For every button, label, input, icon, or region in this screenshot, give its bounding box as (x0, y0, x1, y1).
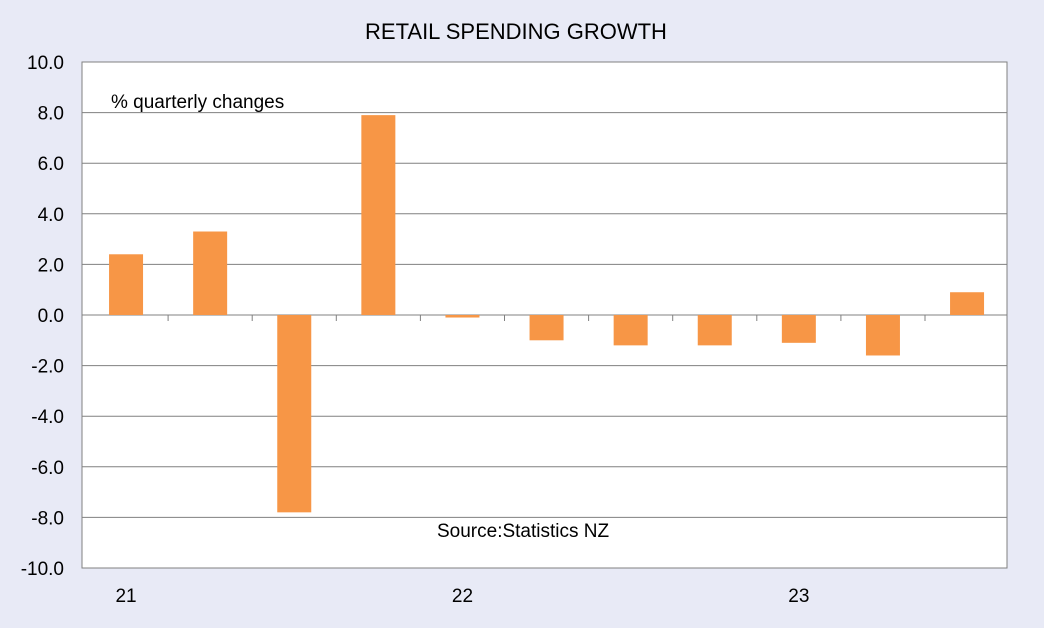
y-tick-label: 2.0 (38, 255, 64, 276)
y-tick-label: 4.0 (38, 205, 64, 226)
x-tick-marks (167, 315, 926, 321)
bar (697, 315, 732, 346)
bar (277, 315, 312, 513)
bar (445, 315, 480, 318)
x-tick-label: 23 (788, 586, 809, 607)
y-axis-labels: 10.0 8.0 6.0 4.0 2.0 0.0 -2.0 -4.0 -6.0 -8.0 -10.0 (21, 53, 64, 580)
bar (193, 231, 228, 315)
y-tick-label: -8.0 (31, 508, 64, 529)
x-tick-label: 22 (452, 586, 473, 607)
y-tick-label: -6.0 (31, 458, 64, 479)
y-tick-label: 0.0 (38, 306, 64, 327)
bar (950, 292, 985, 315)
y-tick-label: -2.0 (31, 357, 64, 378)
unit-annotation: % quarterly changes (111, 92, 284, 113)
bar (865, 315, 900, 356)
y-tick-label: -4.0 (31, 407, 64, 428)
y-tick-label: 6.0 (38, 154, 64, 175)
plot-border (81, 61, 1008, 569)
bar (361, 115, 396, 315)
bar (781, 315, 816, 343)
y-tick-label: 10.0 (27, 53, 64, 74)
bars (109, 115, 985, 513)
source-annotation: Source:Statistics NZ (437, 521, 609, 542)
bar (109, 254, 144, 315)
y-tick-label: -10.0 (21, 559, 64, 580)
bar (529, 315, 564, 341)
bar (613, 315, 648, 346)
y-tick-label: 8.0 (38, 104, 64, 125)
x-tick-label: 21 (115, 586, 136, 607)
x-axis-labels: 21 22 23 (115, 586, 809, 607)
chart-title: RETAIL SPENDING GROWTH (365, 19, 667, 44)
